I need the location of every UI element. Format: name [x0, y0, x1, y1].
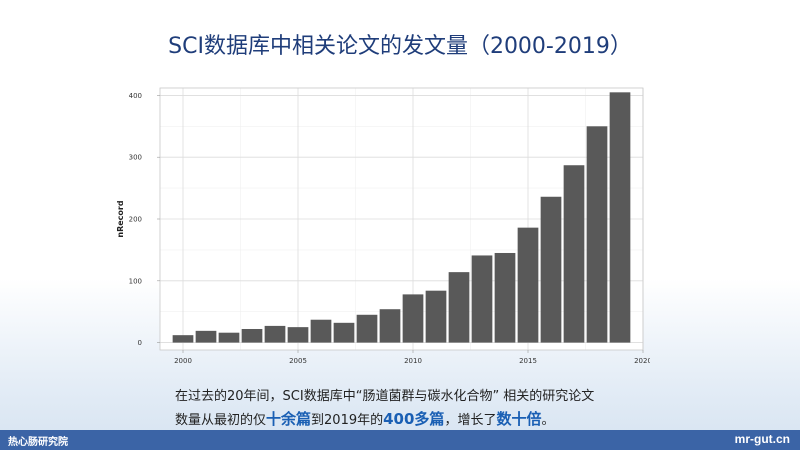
bar-2012 [448, 272, 470, 343]
footer-website[interactable]: mr-gut.cn [734, 432, 790, 446]
caption-text-c: ，增长了 [444, 413, 497, 428]
y-tick-label: 0 [138, 339, 142, 347]
y-axis-label: nRecord [116, 200, 125, 237]
caption-line-1: 在过去的20年间，SCI数据库中“肠道菌群与碳水化合物” 相关的研究论文 [175, 389, 595, 404]
bar-2009 [379, 309, 401, 343]
bar-2015 [517, 227, 539, 343]
caption-text-a: 数量从最初的仅 [175, 413, 267, 428]
bar-2002 [218, 332, 240, 343]
footer-bar: 热心肠研究院 mr-gut.cn [0, 430, 800, 450]
bar-2011 [425, 290, 447, 343]
highlight-400-plus: 400多篇 [383, 410, 445, 428]
x-tick-label: 2020 [634, 357, 650, 365]
bar-2005 [287, 327, 309, 343]
bar-2016 [540, 196, 562, 343]
bar-2008 [356, 314, 378, 343]
x-tick-label: 2000 [174, 357, 192, 365]
chart-svg: 0 100 200 300 400 2000 2005 2010 2015 2020 nRecord [116, 87, 650, 365]
bar-2010 [402, 294, 424, 343]
x-tick-label: 2005 [289, 357, 307, 365]
caption-text-d: 。 [541, 413, 555, 428]
bar-2000 [172, 335, 194, 343]
bar-2019 [609, 92, 631, 343]
bar-2018 [586, 126, 608, 343]
bar-2003 [241, 328, 263, 343]
footer-org-name: 热心肠研究院 [8, 437, 68, 448]
caption-text-b: 到2019年的 [311, 413, 384, 428]
bar-2006 [310, 319, 332, 343]
highlight-tens-fold: 数十倍 [496, 410, 542, 428]
bar-2001 [195, 330, 217, 343]
y-tick-label: 400 [129, 92, 142, 100]
bar-chart: 0 100 200 300 400 2000 2005 2010 2015 2020 nRecord [110, 85, 650, 370]
bar-2013 [471, 255, 493, 343]
bar-2014 [494, 252, 516, 343]
caption-line-2: 数量从最初的仅十余篇到2019年的400多篇，增长了数十倍。 [175, 408, 735, 432]
bar-2007 [333, 322, 355, 343]
slide-title: SCI数据库中相关论文的发文量（2000-2019） [168, 34, 632, 59]
y-tick-label: 200 [129, 216, 142, 224]
y-tick-label: 100 [129, 277, 142, 285]
x-tick-label: 2010 [404, 357, 422, 365]
highlight-ten-plus: 十余篇 [266, 410, 312, 428]
bar-2017 [563, 165, 585, 343]
bar-2004 [264, 325, 286, 343]
caption: 在过去的20年间，SCI数据库中“肠道菌群与碳水化合物” 相关的研究论文 数量从… [175, 386, 735, 432]
y-tick-label: 300 [129, 154, 142, 162]
x-tick-label: 2015 [519, 357, 537, 365]
